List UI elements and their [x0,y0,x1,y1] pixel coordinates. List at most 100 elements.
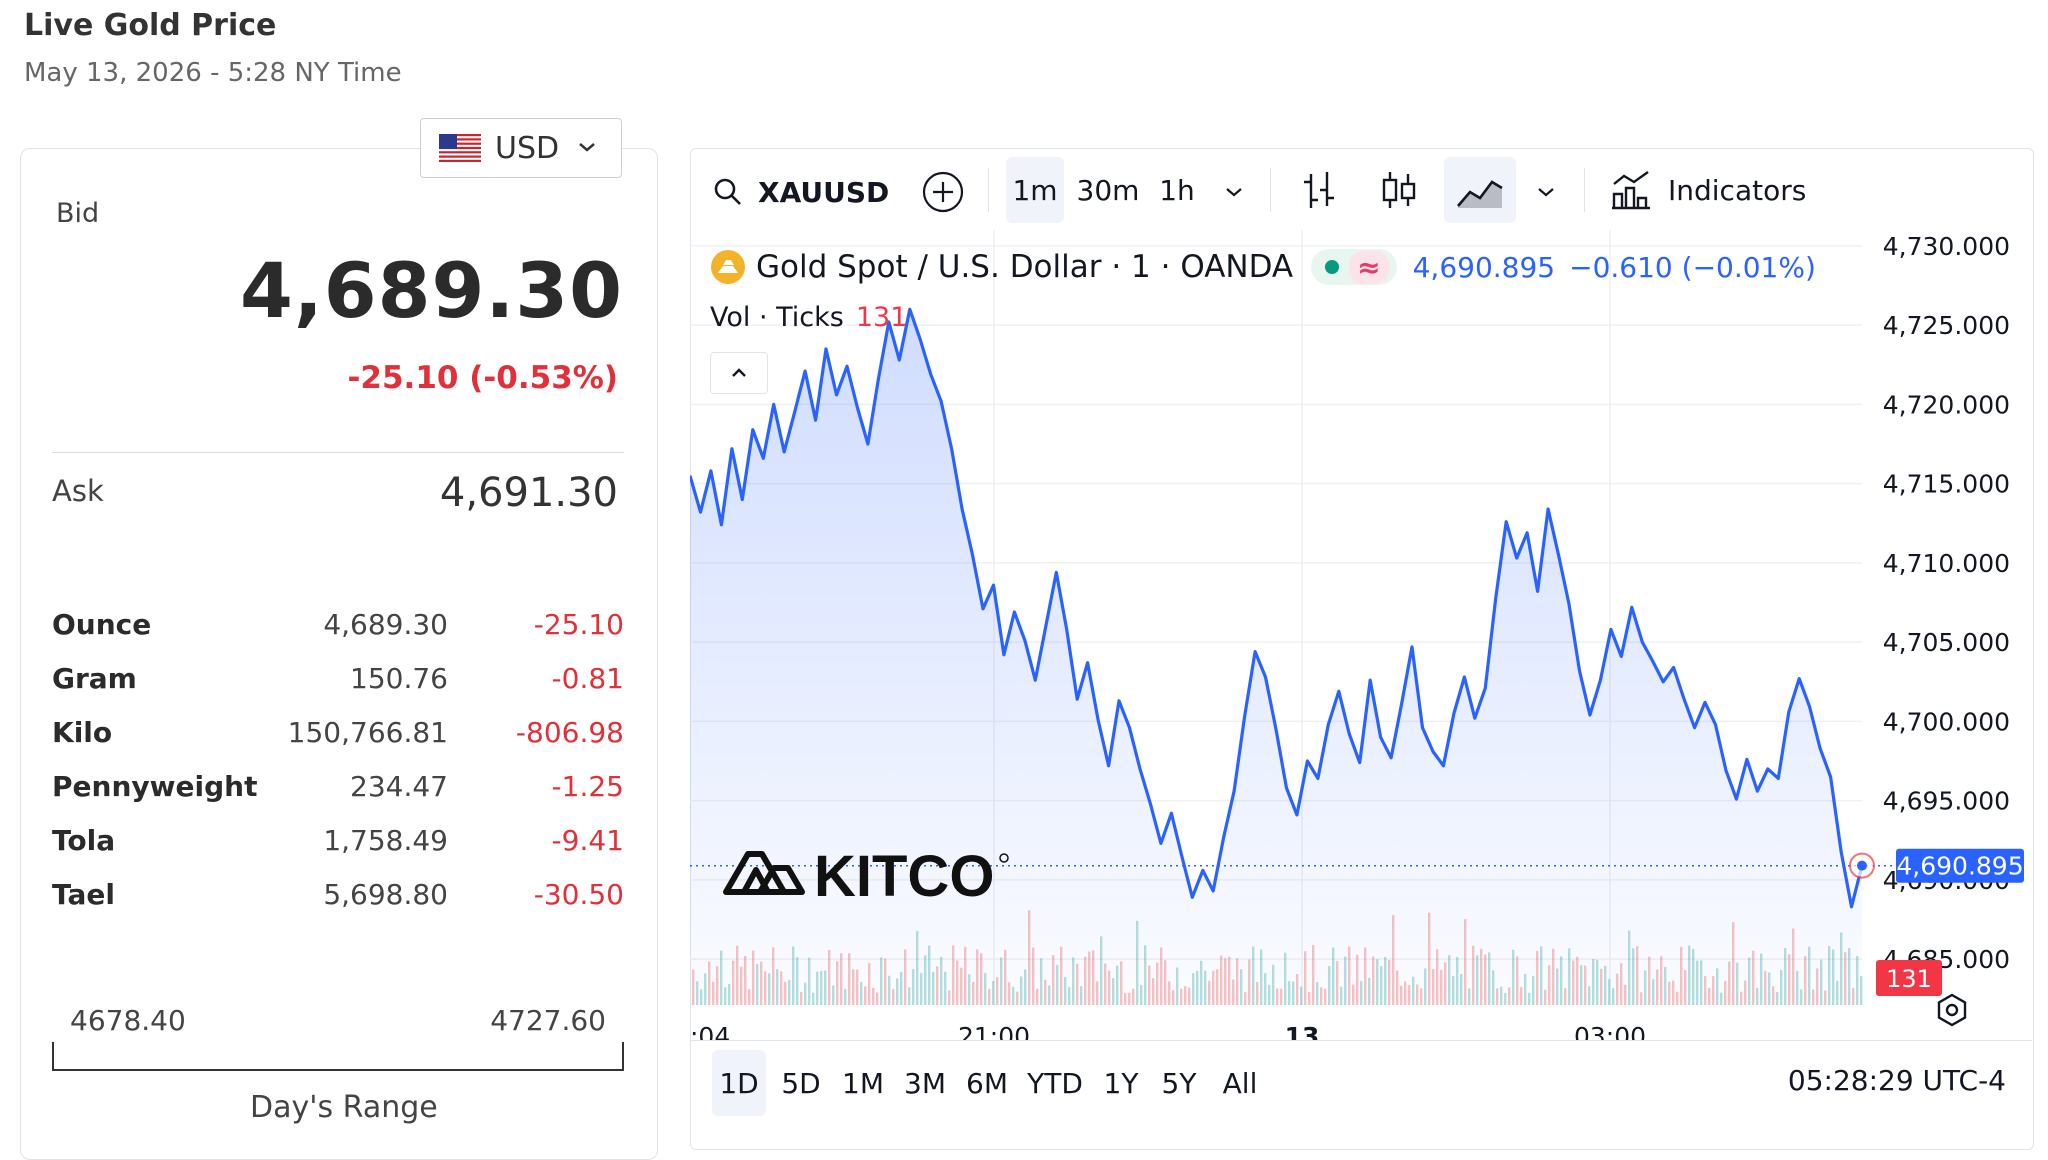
period-1m-button[interactable]: 1M [842,1066,884,1100]
ask-label: Ask [52,474,104,508]
day-range-label: Day's Range [250,1090,438,1125]
unit-price: 150,766.81 [287,716,448,749]
day-range-bar [52,1042,624,1071]
unit-price: 234.47 [350,770,448,803]
volume-value: 131 [855,302,908,333]
unit-row-pennyweight: Pennyweight 234.47 -1.25 [52,770,624,814]
period-1y-button[interactable]: 1Y [1103,1066,1139,1100]
chart-clock: 05:28:29 UTC-4 [1787,1064,2006,1097]
day-range-low: 4678.40 [70,1004,186,1037]
period-5d-button[interactable]: 5D [781,1066,821,1100]
chevron-up-icon [732,368,746,377]
symbol-search[interactable]: XAUUSD [712,170,889,214]
area-chart-button[interactable] [1444,157,1516,223]
last-price-badge [1896,848,2024,883]
unit-name: Ounce [52,608,152,641]
divider [52,452,624,453]
period-bar [690,1040,2032,1141]
y-tick-label: 4,730.000 [1883,232,2010,261]
unit-change: -9.41 [551,824,624,857]
gold-symbol-icon [711,250,745,284]
price-panel [20,148,658,1160]
toolbar-separator [988,168,989,212]
period-5y-button[interactable]: 5Y [1161,1066,1197,1100]
market-status-pill[interactable]: ≈ [1311,249,1397,285]
period-3m-button[interactable]: 3M [904,1066,946,1100]
y-tick-label: 4,720.000 [1883,390,2010,419]
unit-price: 4,689.30 [323,608,448,641]
bid-label: Bid [56,198,100,229]
x-tick-label: 21:00 [958,1022,1030,1040]
interval-30m-button[interactable]: 30m [1076,173,1140,207]
volume-badge-label: 131 [1886,965,1932,993]
indicators-button[interactable]: Indicators [1610,157,1810,223]
legend-change: −0.610 (−0.01%) [1569,250,1816,284]
y-tick-label: 4,705.000 [1883,628,2010,657]
bid-change: -25.10 (-0.53%) [347,360,618,396]
unit-price: 150.76 [350,662,448,695]
compare-add-icon[interactable] [921,170,965,214]
chart-legend: Gold Spot / U.S. Dollar · 1 · OANDA ≈ 4,… [710,246,1816,288]
volume-legend: Vol · Ticks 131 [710,302,907,333]
y-tick-label: 4,715.000 [1883,470,2010,499]
price-chart[interactable]: 4,730.000 4,725.000 4,720.000 4,715.000 4,71… [690,230,2032,1040]
kitco-logo: KITCO [723,844,1009,904]
unit-change: -30.50 [533,878,624,911]
legend-last-price: 4,690.895 [1412,250,1556,284]
period-all-button[interactable]: All [1222,1066,1258,1100]
chevron-down-icon [579,143,595,152]
day-range-high: 4727.60 [490,1004,606,1037]
toolbar-separator [1270,168,1271,212]
unit-price: 1,758.49 [323,824,448,857]
chart-title: Gold Spot / U.S. Dollar · 1 · OANDA [756,249,1294,285]
bars-chart-icon[interactable] [1298,168,1340,212]
unit-name: Pennyweight [52,770,258,803]
ask-value: 4,691.30 [439,470,618,516]
page-subtitle: May 13, 2026 - 5:28 NY Time [24,58,402,88]
svg-text:KITCO: KITCO [814,844,994,904]
unit-change: -25.10 [533,608,624,641]
unit-price: 5,698.80 [323,878,448,911]
symbol-label: XAUUSD [758,175,890,209]
chevron-down-icon[interactable] [1220,178,1248,206]
unit-row-tael: Tael 5,698.80 -30.50 [52,878,624,922]
indicators-icon [1612,171,1650,210]
collapse-legend-button[interactable] [710,352,768,394]
last-point-dot [1857,860,1867,871]
unit-row-gram: Gram 150.76 -0.81 [52,662,624,706]
unit-change: -0.81 [551,662,624,695]
period-ytd-button[interactable]: YTD [1027,1066,1083,1100]
toolbar-separator [1584,168,1585,212]
period-1d-button[interactable]: 1D [712,1050,766,1116]
interval-1h-button[interactable]: 1h [1159,173,1195,207]
unit-name: Gram [52,662,137,695]
chart-settings-icon[interactable] [1934,992,1970,1028]
period-6m-button[interactable]: 6M [966,1066,1008,1100]
price-area [690,309,1862,1005]
bid-value: 4,689.30 [239,246,623,335]
area-chart-icon [1457,180,1503,208]
y-tick-label: 4,695.000 [1883,787,2010,816]
chevron-down-icon[interactable] [1532,178,1560,206]
x-tick-label: :04 [690,1022,730,1040]
x-tick-label: 13 [1285,1022,1320,1040]
unit-name: Kilo [52,716,113,749]
unit-name: Tola [52,824,116,857]
search-icon [714,178,741,205]
interval-1m-button[interactable]: 1m [1006,157,1064,223]
unit-row-ounce: Ounce 4,689.30 -25.10 [52,608,624,652]
us-flag-icon [439,134,481,162]
market-open-dot-icon [1325,260,1340,274]
price-line [690,307,1864,909]
last-price-badge-label: 4,690.895 [1896,852,2023,881]
unit-change: -1.25 [551,770,624,803]
currency-select[interactable]: USD [420,118,622,178]
volume-badge [1876,960,1942,996]
candles-chart-icon[interactable] [1378,168,1420,212]
y-tick-label: 4,700.000 [1883,707,2010,736]
unit-name: Tael [52,878,115,911]
y-tick-label: 4,725.000 [1883,311,2010,340]
unit-row-tola: Tola 1,758.49 -9.41 [52,824,624,868]
volume-label: Vol · Ticks [710,302,844,333]
currency-label: USD [495,130,560,166]
